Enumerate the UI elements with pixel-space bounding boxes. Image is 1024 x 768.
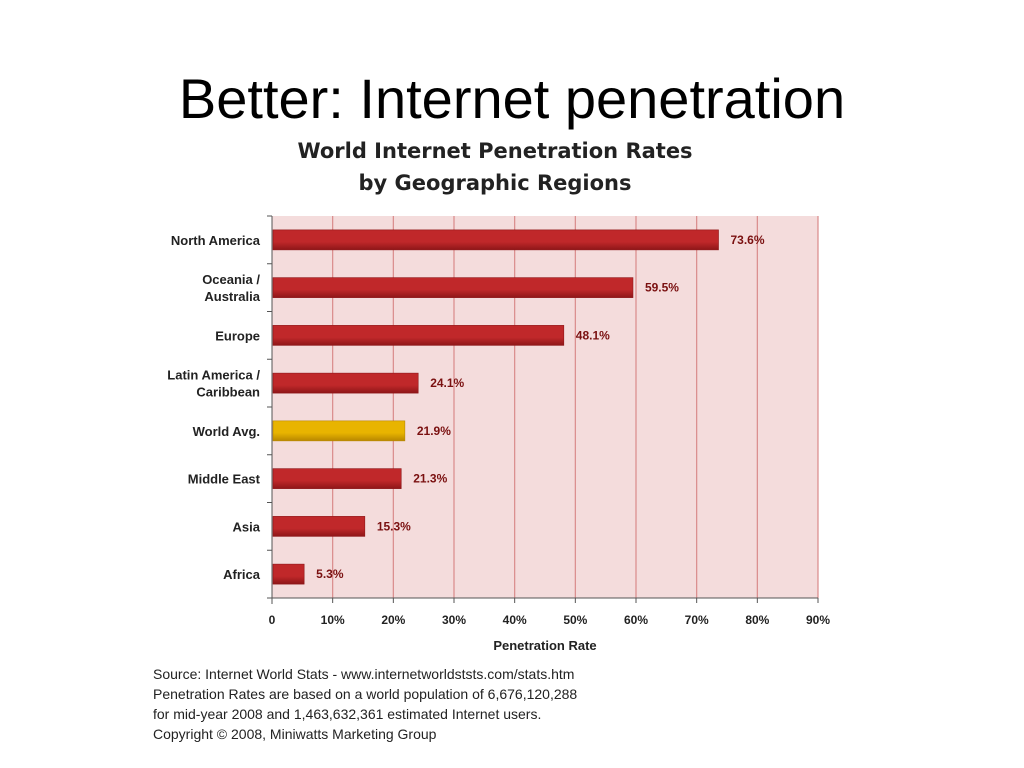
x-tick-label: 90%: [806, 613, 830, 627]
penetration-bar-chart: World Internet Penetration Rates by Geog…: [167, 139, 831, 653]
x-tick-label: 80%: [745, 613, 769, 627]
category-label: Asia: [233, 519, 261, 534]
value-label: 73.6%: [731, 233, 765, 247]
value-label: 21.9%: [417, 424, 451, 438]
x-tick-label: 20%: [381, 613, 405, 627]
bar: [272, 229, 719, 251]
source-line: Penetration Rates are based on a world p…: [153, 686, 578, 702]
plot-area: [272, 216, 818, 598]
bar: [272, 563, 305, 585]
value-label: 15.3%: [377, 519, 411, 533]
bar-world-average: [272, 420, 406, 442]
source-line: Source: Internet World Stats - www.inter…: [153, 666, 575, 682]
category-labels: North America Oceania / Australia Europe Lat…: [167, 233, 260, 582]
bar: [272, 325, 565, 346]
category-label: Europe: [215, 328, 260, 343]
category-label: Middle East: [188, 472, 261, 487]
category-label: Africa: [223, 567, 261, 582]
chart-title: World Internet Penetration Rates: [297, 139, 692, 163]
x-tick-label: 40%: [503, 613, 527, 627]
chart-subtitle: by Geographic Regions: [359, 171, 632, 195]
x-tick-label: 50%: [563, 613, 587, 627]
category-label: World Avg.: [193, 424, 260, 439]
source-note: Source: Internet World Stats - www.inter…: [153, 664, 713, 744]
source-line: for mid-year 2008 and 1,463,632,361 esti…: [153, 706, 542, 722]
bar: [272, 372, 419, 394]
category-label: Latin America / Caribbean: [167, 368, 260, 400]
value-label: 59.5%: [645, 281, 679, 295]
category-label: Oceania / Australia: [202, 272, 261, 304]
x-axis-title: Penetration Rate: [493, 638, 596, 653]
x-tick-labels: 0 10% 20% 30% 40% 50% 60% 70% 80% 90%: [269, 613, 831, 627]
x-tick-label: 60%: [624, 613, 648, 627]
source-line: Copyright © 2008, Miniwatts Marketing Gr…: [153, 726, 437, 742]
bars: 73.6% 59.5% 48.1% 24.1% 21.9% 21.3% 15.3% 5.3%: [272, 229, 765, 585]
category-label: North America: [171, 233, 261, 248]
value-label: 21.3%: [413, 472, 447, 486]
value-label: 48.1%: [576, 328, 610, 342]
bar: [272, 516, 366, 537]
bar: [272, 468, 402, 489]
x-tick-label: 0: [269, 613, 276, 627]
x-tick-label: 70%: [685, 613, 709, 627]
axes: [267, 215, 819, 604]
x-tick-label: 30%: [442, 613, 466, 627]
slide-title: Better: Internet penetration: [178, 67, 846, 130]
x-tick-label: 10%: [321, 613, 345, 627]
value-label: 5.3%: [316, 567, 344, 581]
bar: [272, 277, 634, 298]
value-label: 24.1%: [430, 376, 464, 390]
